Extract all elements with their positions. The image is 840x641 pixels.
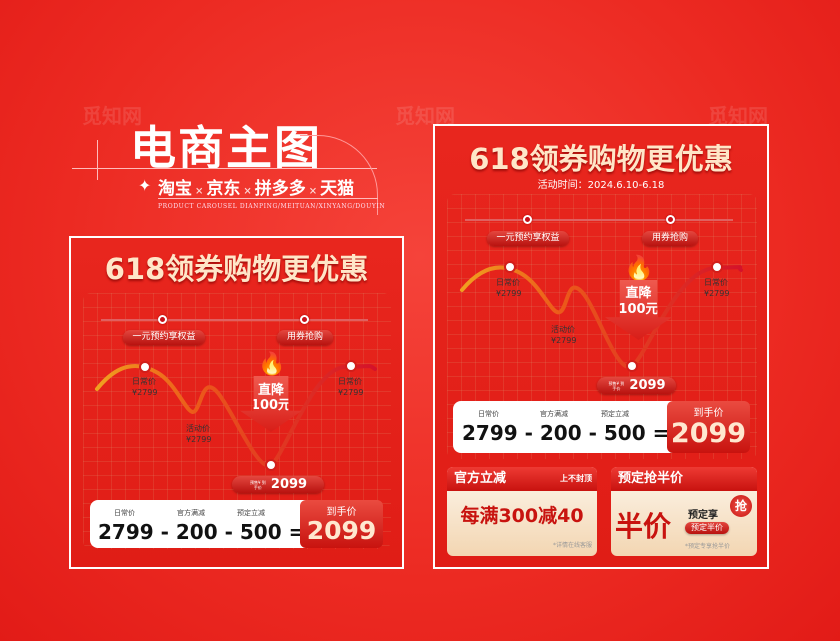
price-point <box>504 261 516 273</box>
hero-subtitle-en: PRODUCT CAROUSEL DIANPING/MEITUAN/XINYAN… <box>158 203 386 210</box>
flame-icon: 🔥 <box>624 254 654 282</box>
grab-button[interactable]: 抢 <box>730 495 752 517</box>
platform: 天猫 <box>320 179 355 199</box>
price-point <box>139 361 151 373</box>
card-title: 618领券购物更优惠 <box>104 252 369 286</box>
daily-price-label: 日常价 ¥2799 <box>704 278 730 298</box>
coupon-box-halfprice: 预定抢半价 半价 预定享 预定半价 抢 *预定专享抢半价 <box>611 467 757 556</box>
box-header: 官方立减 上不封顶 <box>447 467 597 491</box>
divider <box>97 140 98 180</box>
platform: 京东 <box>206 179 241 199</box>
discount-text: 每满300减40 <box>460 505 584 527</box>
half-price-text: 半价 <box>615 510 672 543</box>
step-pill: 一元预约享权益 <box>123 330 205 345</box>
calc-label: 官方满减 <box>540 410 568 418</box>
price-point <box>626 360 638 372</box>
step-pill: 用券抢购 <box>277 330 333 345</box>
reserve-badge: 预定半价 <box>685 522 729 534</box>
calc-formula: 2799 - 200 - 500 = <box>98 520 306 544</box>
divider <box>72 168 377 169</box>
platform: 拼多多 <box>254 179 306 199</box>
step-dot <box>300 315 309 324</box>
note: *预定专享抢半价 <box>685 543 731 550</box>
calc-label: 日常价 <box>114 509 135 517</box>
calc-label: 官方满减 <box>177 509 205 517</box>
step-dot <box>158 315 167 324</box>
result-box: 到手价 2099 <box>667 401 750 453</box>
result-box: 到手价 2099 <box>300 500 383 548</box>
daily-price-label: 日常价 ¥2799 <box>496 278 522 298</box>
price-curve <box>95 364 377 468</box>
price-point <box>345 360 357 372</box>
step-dot <box>523 215 532 224</box>
calc-label: 日常价 <box>478 410 499 418</box>
step-pill: 用券抢购 <box>642 231 698 246</box>
price-curve <box>460 265 743 369</box>
calc-formula: 2799 - 200 - 500 = <box>462 421 670 445</box>
daily-price-label: 日常价 ¥2799 <box>338 377 364 397</box>
reserve-text: 预定享 <box>688 510 718 521</box>
box-header: 预定抢半价 <box>611 467 757 491</box>
flame-icon: 🔥 <box>258 352 286 377</box>
hero-title: 电商主图 <box>130 121 322 175</box>
price-point <box>265 459 277 471</box>
calc-label: 预定立减 <box>237 509 265 517</box>
note: *详情在线客服 <box>552 542 592 549</box>
final-price-pill: 预售¥ 到手价 2099 <box>597 377 676 394</box>
calc-label: 预定立减 <box>601 410 629 418</box>
coupon-box-discount: 官方立减 上不封顶 每满300减40 *详情在线客服 <box>447 467 597 556</box>
price-point <box>711 261 723 273</box>
platforms: 淘宝 × 京东 × 拼多多 × 天猫 <box>158 179 355 199</box>
card-title: 618领券购物更优惠 <box>469 142 733 176</box>
step-pill: 一元预约享权益 <box>487 231 569 246</box>
divider <box>158 198 378 199</box>
activity-price-label: 活动价 ¥2799 <box>551 325 577 345</box>
daily-price-label: 日常价 ¥2799 <box>132 377 158 397</box>
sparkle-icon: ✦ <box>138 176 152 195</box>
activity-price-label: 活动价 ¥2799 <box>186 424 212 444</box>
timeline <box>465 219 733 221</box>
activity-date: 活动时间：2024.6.10-6.18 <box>537 180 665 191</box>
final-price-pill: 预售¥ 到手价 2099 <box>232 476 324 493</box>
watermark: 觅知网 <box>82 104 142 128</box>
step-dot <box>666 215 675 224</box>
timeline <box>101 319 368 321</box>
platform: 淘宝 <box>158 179 192 199</box>
